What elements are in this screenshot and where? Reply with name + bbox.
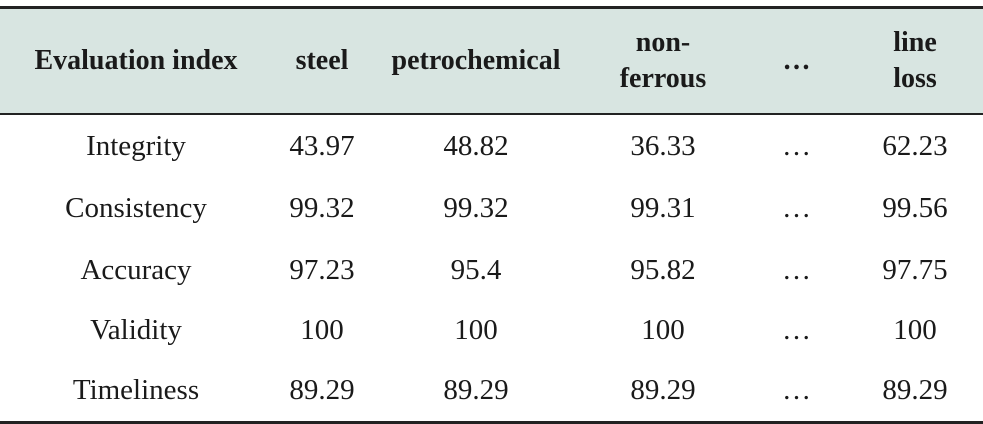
cell-ellipsis: … <box>782 129 811 162</box>
cell-petrochemical: 89.29 <box>372 359 580 424</box>
cell-index-name: Validity <box>90 313 182 346</box>
cell-index-name: Consistency <box>65 191 207 224</box>
cell-non-ferrous: 36.33 <box>630 129 696 162</box>
table-body: Integrity 43.97 48.82 36.33 … 62.23 Cons… <box>0 114 983 424</box>
cell-steel: 99.32 <box>289 191 355 224</box>
cell-index-name: Accuracy <box>80 253 192 286</box>
header-text-line-1: line <box>893 27 937 58</box>
header-petrochemical: petrochemical <box>372 6 580 115</box>
header-line-loss: line loss <box>847 6 983 115</box>
cell-index-name: Timeliness <box>0 359 272 424</box>
cell-steel: 100 <box>300 313 344 346</box>
cell-non-ferrous: 89.29 <box>580 359 746 424</box>
header-text-line-2: loss <box>893 63 937 94</box>
cell-line-loss: 100 <box>893 313 937 346</box>
cell-petrochemical: 95.4 <box>450 253 502 286</box>
cell-non-ferrous: 95.82 <box>630 253 696 286</box>
header-non-ferrous: non- ferrous <box>580 6 746 115</box>
cell-ellipsis: … <box>782 253 811 286</box>
table-row: Timeliness 89.29 89.29 89.29 … 89.29 <box>0 359 983 424</box>
header-text-line-2: ferrous <box>619 63 707 94</box>
cell-ellipsis: … <box>782 191 811 224</box>
header-text: … <box>782 45 811 76</box>
header-row: Evaluation index steel petrochemical non… <box>0 6 983 115</box>
table-row: Integrity 43.97 48.82 36.33 … 62.23 <box>0 114 983 177</box>
cell-line-loss: 97.75 <box>882 253 948 286</box>
header-text: steel <box>295 45 349 76</box>
header-ellipsis: … <box>746 6 847 115</box>
header-text: petrochemical <box>391 45 561 76</box>
cell-line-loss: 62.23 <box>882 129 948 162</box>
cell-petrochemical: 48.82 <box>443 129 509 162</box>
cell-line-loss: 99.56 <box>882 191 948 224</box>
header-text: Evaluation index <box>34 45 238 76</box>
cell-steel: 43.97 <box>289 129 355 162</box>
cell-ellipsis: … <box>746 359 847 424</box>
table-header: Evaluation index steel petrochemical non… <box>0 6 983 115</box>
header-text-line-1: non- <box>635 27 691 58</box>
header-evaluation-index: Evaluation index <box>0 6 272 115</box>
evaluation-table-container: Evaluation index steel petrochemical non… <box>0 6 983 424</box>
cell-steel: 97.23 <box>289 253 355 286</box>
cell-ellipsis: … <box>782 313 811 346</box>
table-row: Accuracy 97.23 95.4 95.82 … 97.75 <box>0 239 983 301</box>
evaluation-table: Evaluation index steel petrochemical non… <box>0 6 983 424</box>
cell-non-ferrous: 100 <box>641 313 685 346</box>
cell-petrochemical: 99.32 <box>443 191 509 224</box>
cell-non-ferrous: 99.31 <box>630 191 696 224</box>
cell-line-loss: 89.29 <box>847 359 983 424</box>
cell-index-name: Integrity <box>86 129 186 162</box>
header-steel: steel <box>272 6 372 115</box>
table-row: Validity 100 100 100 … 100 <box>0 301 983 359</box>
table-row: Consistency 99.32 99.32 99.31 … 99.56 <box>0 177 983 239</box>
cell-steel: 89.29 <box>272 359 372 424</box>
cell-petrochemical: 100 <box>454 313 498 346</box>
